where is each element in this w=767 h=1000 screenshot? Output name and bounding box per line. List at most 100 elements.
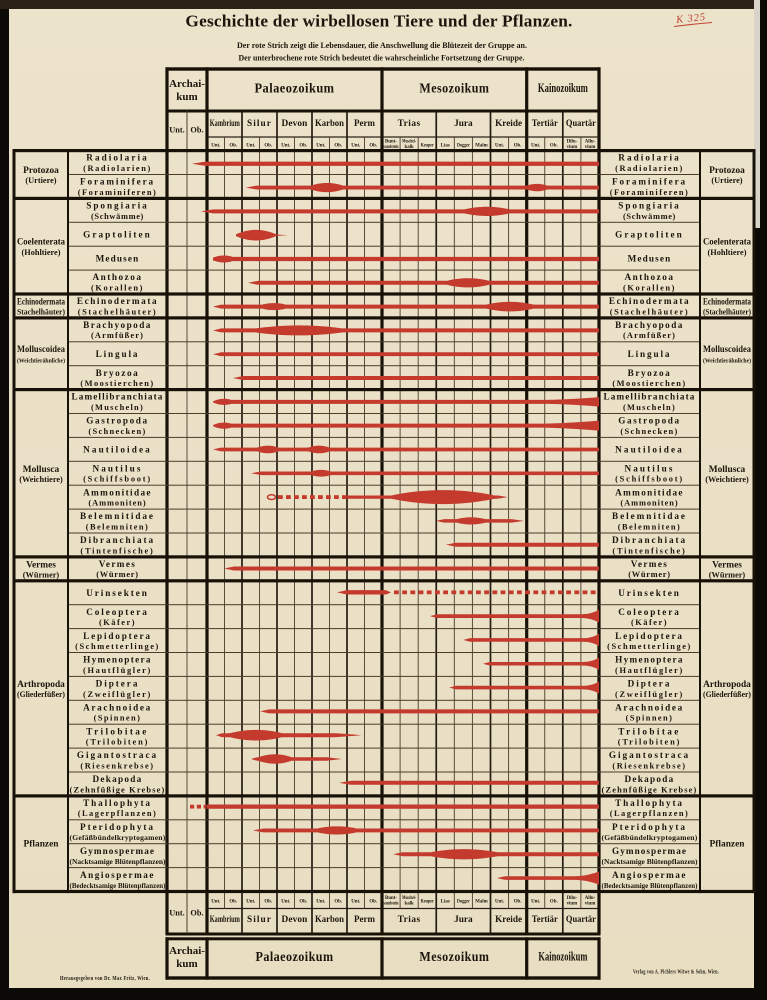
svg-text:Vermes: Vermes bbox=[99, 559, 136, 569]
svg-text:Pteridophyta: Pteridophyta bbox=[612, 822, 687, 832]
svg-text:(Belemniten): (Belemniten) bbox=[618, 522, 682, 531]
svg-text:vium: vium bbox=[585, 145, 596, 150]
svg-text:Dilu-: Dilu- bbox=[567, 140, 578, 145]
svg-text:(Tintenfische): (Tintenfische) bbox=[612, 546, 686, 555]
svg-text:(Spinnen): (Spinnen) bbox=[94, 714, 142, 723]
svg-text:Karbon: Karbon bbox=[315, 119, 345, 129]
svg-text:Bunt-: Bunt- bbox=[385, 140, 397, 145]
svg-text:Angiospermae: Angiospermae bbox=[612, 870, 687, 880]
svg-text:Keuper: Keuper bbox=[421, 900, 435, 905]
svg-text:K 325: K 325 bbox=[675, 12, 707, 26]
svg-text:Kainozoikum: Kainozoikum bbox=[538, 80, 588, 95]
svg-text:kum: kum bbox=[176, 958, 197, 970]
svg-text:Der unterbrochene rote Strich: Der unterbrochene rote Strich bedeutet d… bbox=[239, 54, 525, 63]
svg-text:(Stachelhäuter): (Stachelhäuter) bbox=[610, 307, 690, 316]
svg-text:Trias: Trias bbox=[398, 915, 421, 925]
svg-text:Muschel-: Muschel- bbox=[402, 896, 416, 901]
svg-text:(Würmer): (Würmer) bbox=[628, 570, 670, 579]
svg-text:Ammonitidae: Ammonitidae bbox=[83, 487, 152, 497]
svg-text:Kreide: Kreide bbox=[495, 915, 522, 925]
svg-text:Nautilus: Nautilus bbox=[625, 463, 675, 473]
svg-text:vium: vium bbox=[567, 902, 578, 907]
svg-text:Ob.: Ob. bbox=[190, 126, 203, 135]
svg-text:Dekapoda: Dekapoda bbox=[625, 774, 675, 784]
svg-text:Keuper: Keuper bbox=[421, 144, 435, 149]
svg-text:Protozoa: Protozoa bbox=[709, 166, 745, 176]
svg-text:(Ammoniten): (Ammoniten) bbox=[88, 499, 146, 508]
svg-text:(Korallen): (Korallen) bbox=[623, 283, 676, 292]
svg-text:Unt.: Unt. bbox=[246, 900, 255, 905]
svg-text:Malm: Malm bbox=[475, 900, 488, 905]
svg-text:Unt.: Unt. bbox=[495, 144, 504, 149]
svg-text:Nautiloidea: Nautiloidea bbox=[83, 445, 152, 455]
svg-text:Trilobitae: Trilobitae bbox=[86, 726, 149, 736]
svg-text:Medusen: Medusen bbox=[96, 253, 140, 263]
svg-text:(Ammoniten): (Ammoniten) bbox=[620, 499, 678, 508]
svg-text:Pflanzen: Pflanzen bbox=[24, 840, 60, 850]
svg-text:(Moostierchen): (Moostierchen) bbox=[612, 379, 686, 388]
svg-text:(Korallen): (Korallen) bbox=[91, 283, 144, 292]
svg-text:Coleoptera: Coleoptera bbox=[86, 607, 148, 617]
svg-text:(Radiolarien): (Radiolarien) bbox=[83, 164, 152, 173]
svg-text:Der rote Strich zeigt die Lebe: Der rote Strich zeigt die Lebensdauer, d… bbox=[237, 41, 527, 50]
svg-text:Unt.: Unt. bbox=[316, 900, 325, 905]
svg-text:Archai-: Archai- bbox=[169, 78, 205, 90]
svg-text:Hymenoptera: Hymenoptera bbox=[83, 655, 152, 665]
svg-text:Lingula: Lingula bbox=[628, 349, 672, 359]
svg-text:Dogger: Dogger bbox=[457, 900, 471, 905]
svg-text:Ob.: Ob. bbox=[264, 144, 272, 149]
svg-text:Gastropoda: Gastropoda bbox=[86, 416, 149, 426]
svg-text:Spongiaria: Spongiaria bbox=[618, 201, 681, 211]
svg-text:(Käfer): (Käfer) bbox=[631, 618, 668, 627]
svg-text:Gymnospermae: Gymnospermae bbox=[612, 846, 687, 856]
svg-text:Perm: Perm bbox=[354, 119, 375, 129]
svg-text:(Weichtiere): (Weichtiere) bbox=[19, 475, 63, 484]
svg-text:(Schmetterlinge): (Schmetterlinge) bbox=[75, 642, 160, 651]
svg-text:(Trilobiten): (Trilobiten) bbox=[86, 738, 150, 747]
svg-text:Devon: Devon bbox=[281, 119, 308, 129]
svg-text:Bryozoa: Bryozoa bbox=[96, 368, 140, 378]
svg-text:(Schnecken): (Schnecken) bbox=[620, 427, 678, 436]
svg-text:Coelenterata: Coelenterata bbox=[17, 238, 65, 248]
svg-text:(Armfüßer): (Armfüßer) bbox=[623, 331, 676, 340]
svg-text:(Armfüßer): (Armfüßer) bbox=[91, 331, 144, 340]
svg-text:Radiolaria: Radiolaria bbox=[618, 153, 680, 163]
svg-text:Urinsekten: Urinsekten bbox=[86, 588, 149, 598]
svg-text:Coelenterata: Coelenterata bbox=[703, 238, 751, 248]
svg-text:Trilobitae: Trilobitae bbox=[618, 726, 681, 736]
svg-text:Ob.: Ob. bbox=[334, 144, 342, 149]
svg-text:kalk: kalk bbox=[404, 145, 414, 150]
svg-text:Pflanzen: Pflanzen bbox=[710, 840, 746, 850]
svg-text:Gastropoda: Gastropoda bbox=[618, 416, 681, 426]
svg-text:Lamellibranchiata: Lamellibranchiata bbox=[71, 392, 163, 402]
svg-text:(Stachelhäuter): (Stachelhäuter) bbox=[703, 308, 751, 317]
svg-text:Ob.: Ob. bbox=[299, 900, 307, 905]
svg-text:(Zweiflügler): (Zweiflügler) bbox=[615, 690, 684, 699]
svg-text:Ob.: Ob. bbox=[229, 144, 237, 149]
svg-text:Graptoliten: Graptoliten bbox=[615, 229, 684, 239]
svg-text:(Gefäßbündelkryptogamen): (Gefäßbündelkryptogamen) bbox=[602, 833, 698, 842]
svg-text:Jura: Jura bbox=[454, 915, 473, 925]
svg-text:(Trilobiten): (Trilobiten) bbox=[618, 738, 682, 747]
svg-text:(Zehnfüßige Krebse): (Zehnfüßige Krebse) bbox=[70, 785, 166, 794]
svg-text:Anthozoa: Anthozoa bbox=[92, 272, 142, 282]
svg-text:Allu-: Allu- bbox=[585, 896, 596, 901]
svg-text:Ob.: Ob. bbox=[514, 144, 522, 149]
svg-text:Tertiär: Tertiär bbox=[532, 119, 558, 129]
svg-text:(Gefäßbündelkryptogamen): (Gefäßbündelkryptogamen) bbox=[70, 833, 166, 842]
svg-text:Dilu-: Dilu- bbox=[567, 896, 578, 901]
svg-text:Quartär: Quartär bbox=[566, 119, 596, 129]
svg-text:Diptera: Diptera bbox=[96, 679, 140, 689]
svg-text:Perm: Perm bbox=[354, 915, 375, 925]
svg-text:(Käfer): (Käfer) bbox=[99, 618, 136, 627]
svg-text:sandstein: sandstein bbox=[384, 902, 399, 907]
svg-text:Unt.: Unt. bbox=[211, 144, 220, 149]
svg-text:Radiolaria: Radiolaria bbox=[86, 153, 148, 163]
svg-text:Unt.: Unt. bbox=[211, 900, 220, 905]
svg-text:Nautiloidea: Nautiloidea bbox=[615, 445, 684, 455]
svg-text:Kreide: Kreide bbox=[495, 119, 522, 129]
svg-text:(Würmer): (Würmer) bbox=[96, 570, 138, 579]
svg-text:Gigantostraca: Gigantostraca bbox=[77, 750, 158, 760]
svg-text:Archai-: Archai- bbox=[169, 945, 205, 957]
svg-text:Angiospermae: Angiospermae bbox=[80, 870, 155, 880]
